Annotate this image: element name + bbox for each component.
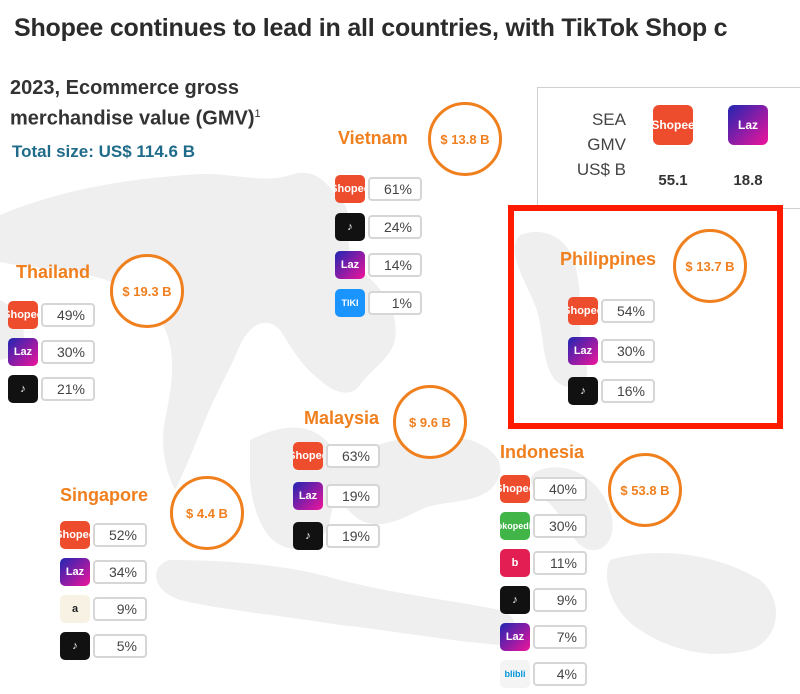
shopee-icon: Shopee xyxy=(60,521,90,549)
tiktok-icon: ♪ xyxy=(500,586,530,614)
gmv-circle-indonesia: $ 53.8 B xyxy=(608,453,682,527)
share-percent: 7% xyxy=(533,625,587,649)
sea-label-line: US$ B xyxy=(576,160,626,179)
sea-label: SEA GMV US$ B xyxy=(568,107,626,182)
shopee-icon: Shopee xyxy=(500,475,530,503)
gmv-circle-singapore: $ 4.4 B xyxy=(170,476,244,550)
share-percent: 21% xyxy=(41,377,95,401)
country-label-indonesia: Indonesia xyxy=(500,442,585,462)
gmv-circle-vietnam: $ 13.8 B xyxy=(428,102,502,176)
chart-title: Shopee continues to lead in all countrie… xyxy=(14,14,728,42)
share-percent: 30% xyxy=(601,339,655,363)
shopee-icon: Shopee xyxy=(651,105,695,145)
gmv-circle-malaysia: $ 9.6 B xyxy=(393,385,467,459)
country-label-malaysia: Malaysia xyxy=(304,408,380,428)
footnote-marker: 1 xyxy=(254,108,261,120)
share-percent: 40% xyxy=(533,477,587,501)
lazada-icon: Laz xyxy=(335,251,365,279)
gmv-circle-philippines: $ 13.7 B xyxy=(673,229,747,303)
share-percent: 9% xyxy=(93,597,147,621)
share-percent: 30% xyxy=(533,514,587,538)
share-percent: 19% xyxy=(326,484,380,508)
tiktok-icon: ♪ xyxy=(293,522,323,550)
sea-summary-box: SEA GMV US$ B Shopee 55.1 Laz 18.8 xyxy=(537,87,800,209)
share-percent: 9% xyxy=(533,588,587,612)
share-percent: 52% xyxy=(93,523,147,547)
share-percent: 30% xyxy=(41,340,95,364)
lazada-icon: Laz xyxy=(8,338,38,366)
share-percent: 24% xyxy=(368,215,422,239)
tokopedia-icon: tokopedia xyxy=(500,512,530,540)
tiktok-icon: ♪ xyxy=(335,213,365,241)
lazada-icon: Laz xyxy=(500,623,530,651)
bukalapak-icon: b xyxy=(500,549,530,577)
country-label-thailand: Thailand xyxy=(16,262,91,282)
subtitle-line-2: merchandise value (GMV) xyxy=(10,107,255,130)
tiki-icon: TIKI xyxy=(335,289,365,317)
total-size: Total size: US$ 114.6 B xyxy=(12,142,195,161)
share-percent: 19% xyxy=(326,524,380,548)
share-percent: 16% xyxy=(601,379,655,403)
country-label-singapore: Singapore xyxy=(60,485,149,505)
shopee-icon: Shopee xyxy=(8,301,38,329)
share-percent: 4% xyxy=(533,662,587,686)
blibli-icon: blibli xyxy=(500,660,530,688)
sea-label-line: GMV xyxy=(587,135,626,154)
sea-label-line: SEA xyxy=(591,110,626,129)
amazon-icon: a xyxy=(60,595,90,623)
shopee-icon: Shopee xyxy=(293,442,323,470)
share-percent: 14% xyxy=(368,253,422,277)
share-percent: 54% xyxy=(601,299,655,323)
sea-shopee-value: 55.1 xyxy=(658,172,688,189)
lazada-icon: Laz xyxy=(293,482,323,510)
lazada-icon: Laz xyxy=(60,558,90,586)
gmv-circle-thailand: $ 19.3 B xyxy=(110,254,184,328)
share-percent: 34% xyxy=(93,560,147,584)
sea-lazada-value: 18.8 xyxy=(733,172,763,189)
lazada-icon: Laz xyxy=(728,105,768,145)
share-percent: 49% xyxy=(41,303,95,327)
country-label-vietnam: Vietnam xyxy=(338,128,408,148)
shopee-icon: Shopee xyxy=(335,175,365,203)
share-percent: 61% xyxy=(368,177,422,201)
share-percent: 11% xyxy=(533,551,587,575)
tiktok-icon: ♪ xyxy=(8,375,38,403)
share-percent: 5% xyxy=(93,634,147,658)
chart-subtitle: 2023, Ecommerce gross merchandise value … xyxy=(10,75,310,132)
lazada-icon: Laz xyxy=(568,337,598,365)
philippines-highlight-box xyxy=(508,205,783,429)
share-percent: 1% xyxy=(368,291,422,315)
country-label-philippines: Philippines xyxy=(560,249,657,269)
tiktok-icon: ♪ xyxy=(568,377,598,405)
shopee-icon: Shopee xyxy=(568,297,598,325)
subtitle-line-1: 2023, Ecommerce gross xyxy=(10,77,240,99)
tiktok-icon: ♪ xyxy=(60,632,90,660)
share-percent: 63% xyxy=(326,444,380,468)
